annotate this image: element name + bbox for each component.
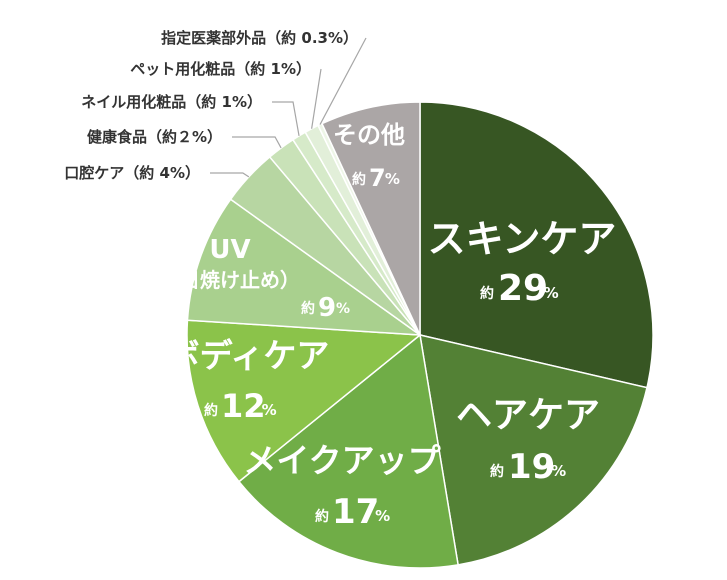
slice-label-name: UV bbox=[209, 235, 250, 265]
pie-slice-0 bbox=[419, 101, 654, 389]
pie-slice-2 bbox=[237, 333, 459, 569]
slice-label-external: 健康食品（約２%） bbox=[87, 128, 222, 146]
slice-label-approx: 約 bbox=[301, 300, 315, 317]
slice-label-name: その他 bbox=[333, 121, 405, 149]
slice-label-name: ボディケア bbox=[167, 336, 330, 375]
slice-label-percent: % bbox=[544, 284, 559, 302]
slice-label-name: メイクアップ bbox=[243, 441, 441, 480]
leader-line bbox=[272, 101, 300, 136]
slice-label-external: ペット用化粧品（約 1%） bbox=[130, 60, 311, 78]
leader-line bbox=[311, 68, 322, 129]
slice-label-approx: 約 bbox=[352, 171, 366, 188]
slice-label-name: ヘアケア bbox=[456, 395, 600, 436]
slice-label-value: 9 bbox=[318, 293, 336, 323]
slice-label-external: 指定医薬部外品（約 0.3%） bbox=[161, 29, 358, 47]
slice-label-percent: % bbox=[336, 301, 350, 317]
slice-label-percent: % bbox=[385, 170, 400, 188]
pie-slice-10 bbox=[320, 101, 421, 336]
slice-label-external: ネイル用化粧品（約 1%） bbox=[81, 93, 262, 111]
slice-label-external: 口腔ケア（約 4%） bbox=[64, 164, 200, 182]
pie-slice-4 bbox=[186, 198, 423, 336]
slice-label-approx: 約 bbox=[315, 508, 329, 525]
leader-line bbox=[210, 172, 250, 178]
leader-lines bbox=[210, 37, 367, 178]
slice-label-percent: % bbox=[551, 462, 566, 480]
leader-line bbox=[319, 37, 367, 125]
pie-slice-3 bbox=[186, 319, 422, 483]
slice-label-percent: % bbox=[375, 507, 390, 525]
slice-label-value: 19 bbox=[508, 447, 555, 487]
slice-label-value: 29 bbox=[498, 268, 548, 309]
slice-label-value: 12 bbox=[221, 387, 266, 425]
slice-label-value: 7 bbox=[369, 164, 386, 192]
slice-label-name: スキンケア bbox=[428, 217, 617, 261]
slice-label-value: 17 bbox=[332, 492, 379, 532]
pie-slice-1 bbox=[419, 334, 648, 566]
slice-label-percent: % bbox=[262, 401, 277, 419]
pie-slices bbox=[186, 101, 654, 569]
slice-label-approx: 約 bbox=[480, 285, 494, 302]
leader-line bbox=[232, 136, 282, 149]
slice-label-approx: 約 bbox=[490, 463, 504, 480]
slice-label-name-2: （日焼け止め） bbox=[160, 268, 300, 292]
slice-label-approx: 約 bbox=[204, 402, 218, 419]
